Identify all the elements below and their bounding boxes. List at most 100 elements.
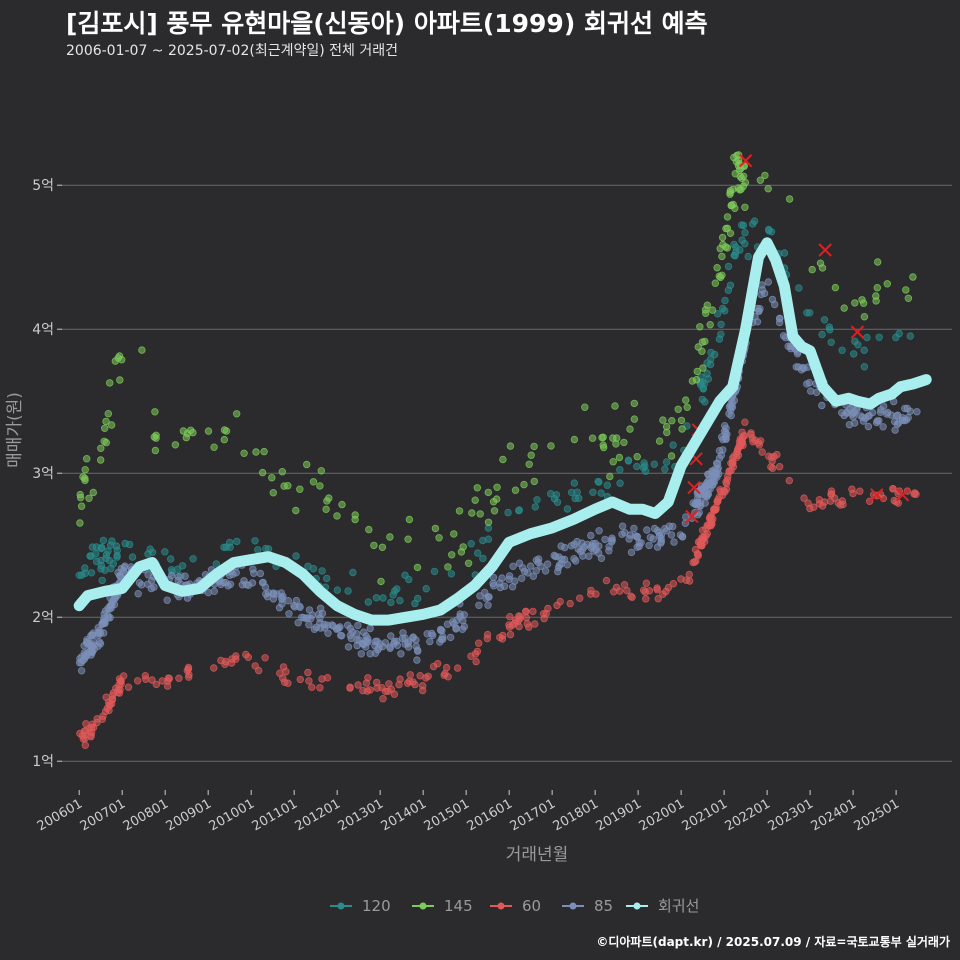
data-point-145 (570, 435, 579, 444)
data-point-85 (354, 621, 362, 630)
data-point-145 (316, 482, 324, 490)
data-point-145 (97, 444, 105, 452)
data-point-145 (114, 354, 122, 362)
data-point-85 (204, 588, 212, 597)
data-point-60 (702, 525, 710, 533)
data-point-145 (851, 299, 859, 307)
data-point-60 (836, 501, 845, 509)
data-point-120 (430, 567, 439, 576)
data-point-85 (101, 607, 110, 615)
data-point-85 (657, 537, 666, 546)
data-point-145 (816, 259, 825, 267)
data-point-60 (733, 446, 742, 454)
data-point-60 (416, 672, 424, 680)
data-point-60 (587, 586, 595, 595)
data-point-145 (222, 427, 231, 435)
data-point-85 (261, 583, 270, 591)
data-point-120 (595, 478, 603, 486)
data-point-145 (100, 424, 109, 432)
data-point-85 (426, 637, 434, 646)
data-point-145 (473, 484, 481, 492)
data-point-60 (522, 613, 530, 622)
data-point-120 (795, 284, 803, 292)
data-point-145 (280, 482, 288, 490)
data-point-85 (649, 535, 657, 543)
data-point-85 (585, 552, 593, 560)
data-point-85 (77, 667, 86, 675)
data-point-85 (413, 656, 421, 664)
data-point-60 (261, 654, 269, 662)
data-point-120 (364, 598, 372, 606)
data-point-85 (895, 419, 903, 427)
data-point-85 (727, 402, 736, 411)
data-point-85 (694, 500, 702, 508)
data-point-145 (831, 283, 840, 292)
data-point-85 (879, 423, 887, 431)
data-point-120 (479, 536, 487, 545)
legend-label: 120 (362, 897, 391, 915)
data-point-85 (812, 388, 821, 397)
data-point-85 (80, 642, 88, 650)
data-point-145 (77, 502, 86, 510)
legend-swatch-dot (337, 902, 345, 910)
data-point-60 (722, 478, 730, 486)
data-point-145 (457, 548, 466, 556)
data-point-85 (278, 600, 286, 608)
x-tick-label: 201301 (336, 796, 386, 834)
data-point-60 (76, 729, 84, 738)
data-point-120 (233, 537, 241, 546)
data-point-145 (706, 321, 714, 329)
data-point-85 (758, 281, 766, 289)
data-point-145 (909, 273, 917, 281)
data-point-85 (595, 549, 603, 557)
data-point-85 (667, 531, 676, 539)
data-point-85 (335, 624, 343, 632)
data-point-145 (713, 264, 721, 272)
data-point-60 (694, 550, 702, 558)
data-point-60 (221, 660, 229, 668)
data-point-85 (135, 579, 144, 587)
data-point-120 (661, 465, 669, 473)
data-point-145 (240, 449, 248, 457)
data-point-120 (323, 574, 331, 583)
data-point-120 (113, 546, 121, 555)
data-point-120 (706, 360, 715, 369)
x-tick-label: 202301 (766, 796, 816, 834)
data-point-145 (702, 309, 710, 317)
data-point-145 (252, 448, 260, 456)
data-point-145 (711, 279, 719, 287)
data-point-120 (333, 586, 341, 594)
data-point-145 (630, 415, 639, 423)
data-point-85 (134, 590, 142, 598)
data-point-120 (212, 560, 220, 568)
legend-swatch-dot (419, 902, 427, 910)
data-point-120 (571, 494, 579, 503)
data-point-85 (775, 314, 784, 323)
x-tick-label: 202201 (723, 796, 773, 834)
data-point-145 (493, 483, 501, 491)
data-point-145 (365, 525, 373, 534)
data-point-60 (714, 497, 722, 506)
data-point-145 (435, 534, 443, 542)
data-point-145 (547, 442, 555, 450)
data-point-120 (393, 585, 401, 593)
data-point-60 (442, 663, 451, 672)
data-point-120 (860, 363, 869, 371)
data-point-145 (471, 496, 479, 504)
data-point-60 (623, 586, 631, 595)
data-point-120 (570, 479, 578, 487)
data-point-145 (615, 453, 624, 462)
data-point-145 (688, 377, 697, 385)
data-point-85 (460, 611, 468, 619)
data-point-145 (904, 294, 913, 302)
data-point-60 (769, 464, 777, 472)
data-point-60 (185, 670, 193, 679)
data-point-60 (251, 662, 259, 670)
data-point-85 (337, 632, 346, 640)
data-point-85 (256, 569, 265, 578)
data-point-85 (670, 538, 678, 546)
data-point-145 (655, 437, 664, 445)
data-point-120 (744, 252, 752, 261)
data-point-120 (825, 323, 833, 331)
data-point-120 (414, 594, 422, 603)
